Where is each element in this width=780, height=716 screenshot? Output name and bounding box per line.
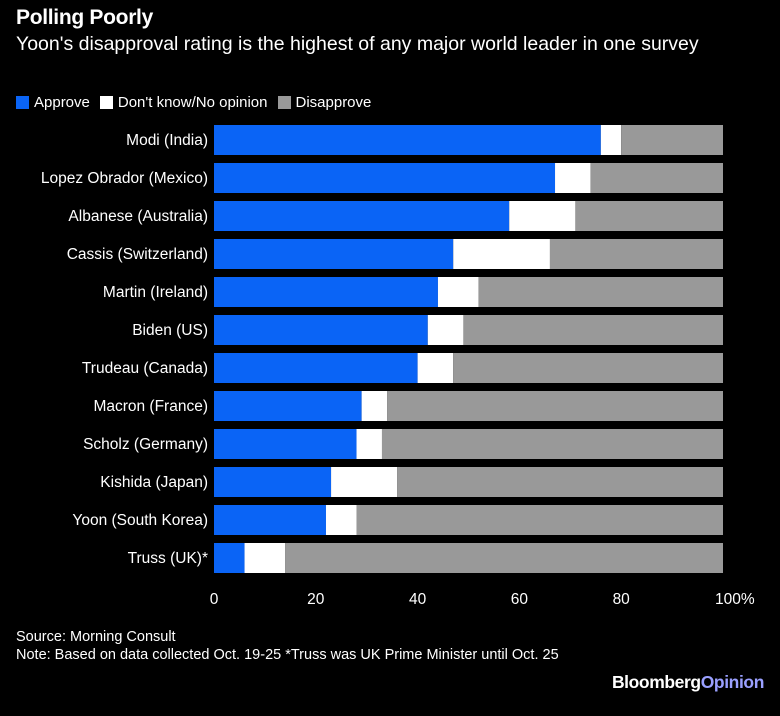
category-label-yoon-south-korea: Yoon (South Korea) bbox=[72, 512, 208, 529]
bar-disapprove-macron-france bbox=[387, 391, 723, 421]
logo-primary: Bloomberg bbox=[611, 672, 701, 692]
legend-swatch-approve bbox=[16, 96, 29, 109]
bar-don-t-know-no-opinion-yoon-south-korea bbox=[325, 505, 357, 535]
bar-approve-yoon-south-korea bbox=[214, 505, 326, 535]
x-tick-label-40: 40 bbox=[409, 591, 427, 608]
x-tick-label-100: 100% bbox=[715, 591, 755, 608]
bar-don-t-know-no-opinion-kishida-japan bbox=[331, 467, 398, 497]
legend-label-approve: Approve bbox=[34, 94, 90, 111]
legend-swatch-dont-know bbox=[99, 96, 113, 109]
bar-don-t-know-no-opinion-lopez-obrador-mexico bbox=[555, 163, 591, 193]
category-label-lopez-obrador-mexico: Lopez Obrador (Mexico) bbox=[41, 170, 208, 187]
category-label-martin-ireland: Martin (Ireland) bbox=[103, 284, 208, 301]
bar-don-t-know-no-opinion-macron-france bbox=[361, 391, 388, 421]
legend-label-disapprove: Disapprove bbox=[295, 94, 372, 111]
legend-label-dont-know: Don't know/No opinion bbox=[117, 94, 268, 111]
bar-disapprove-kishida-japan bbox=[397, 467, 723, 497]
bar-disapprove-modi-india bbox=[621, 125, 723, 155]
bar-don-t-know-no-opinion-scholz-germany bbox=[356, 429, 382, 459]
bloomberg-opinion-logo: BloombergOpinion bbox=[612, 672, 764, 693]
legend-item-dont-know: Don't know/No opinion bbox=[99, 94, 268, 111]
x-tick-label-60: 60 bbox=[511, 591, 529, 608]
category-label-trudeau-canada: Trudeau (Canada) bbox=[82, 360, 208, 377]
category-label-scholz-germany: Scholz (Germany) bbox=[83, 436, 208, 453]
bar-approve-cassis-switzerland bbox=[214, 239, 454, 269]
legend-swatch-disapprove bbox=[277, 96, 291, 109]
category-label-cassis-switzerland: Cassis (Switzerland) bbox=[67, 246, 208, 263]
category-label-macron-france: Macron (France) bbox=[93, 398, 208, 415]
bar-approve-biden-us bbox=[214, 315, 428, 345]
x-tick-label-0: 0 bbox=[210, 591, 219, 608]
chart-title: Polling Poorly bbox=[16, 6, 153, 29]
bar-disapprove-albanese-australia bbox=[575, 201, 723, 231]
bar-don-t-know-no-opinion-cassis-switzerland bbox=[453, 239, 550, 269]
bar-disapprove-biden-us bbox=[463, 315, 723, 345]
bar-approve-truss-uk bbox=[214, 543, 245, 573]
bar-approve-kishida-japan bbox=[214, 467, 332, 497]
bar-don-t-know-no-opinion-albanese-australia bbox=[509, 201, 576, 231]
bar-disapprove-martin-ireland bbox=[478, 277, 723, 307]
legend: Approve Don't know/No opinion Disapprove bbox=[16, 94, 381, 111]
bar-disapprove-trudeau-canada bbox=[453, 353, 723, 383]
bar-approve-scholz-germany bbox=[214, 429, 357, 459]
bar-approve-modi-india bbox=[214, 125, 601, 155]
x-tick-label-20: 20 bbox=[307, 591, 325, 608]
bar-disapprove-truss-uk bbox=[285, 543, 723, 573]
category-label-kishida-japan: Kishida (Japan) bbox=[100, 474, 208, 491]
chart-subtitle: Yoon's disapproval rating is the highest… bbox=[16, 33, 699, 55]
bar-approve-trudeau-canada bbox=[214, 353, 418, 383]
bar-disapprove-yoon-south-korea bbox=[356, 505, 723, 535]
category-label-albanese-australia: Albanese (Australia) bbox=[68, 208, 208, 225]
category-label-biden-us: Biden (US) bbox=[132, 322, 208, 339]
bar-disapprove-scholz-germany bbox=[381, 429, 723, 459]
source-note: Source: Morning Consult bbox=[16, 629, 176, 645]
bar-approve-albanese-australia bbox=[214, 201, 510, 231]
bar-don-t-know-no-opinion-trudeau-canada bbox=[417, 353, 454, 383]
footnote: Note: Based on data collected Oct. 19-25… bbox=[16, 647, 559, 663]
legend-item-disapprove: Disapprove bbox=[277, 94, 372, 111]
bar-don-t-know-no-opinion-biden-us bbox=[427, 315, 464, 345]
bar-approve-lopez-obrador-mexico bbox=[214, 163, 556, 193]
bar-disapprove-lopez-obrador-mexico bbox=[590, 163, 723, 193]
logo-secondary: Opinion bbox=[700, 672, 765, 692]
legend-item-approve: Approve bbox=[16, 94, 90, 111]
bar-approve-martin-ireland bbox=[214, 277, 438, 307]
bar-approve-macron-france bbox=[214, 391, 362, 421]
bar-don-t-know-no-opinion-modi-india bbox=[600, 125, 622, 155]
bar-disapprove-cassis-switzerland bbox=[549, 239, 723, 269]
chart-footer: Source: Morning Consult Note: Based on d… bbox=[16, 628, 616, 664]
bar-don-t-know-no-opinion-martin-ireland bbox=[437, 277, 479, 307]
x-tick-label-80: 80 bbox=[613, 591, 631, 608]
category-label-modi-india: Modi (India) bbox=[126, 132, 208, 149]
bar-don-t-know-no-opinion-truss-uk bbox=[244, 543, 286, 573]
category-label-truss-uk: Truss (UK)* bbox=[128, 550, 208, 567]
